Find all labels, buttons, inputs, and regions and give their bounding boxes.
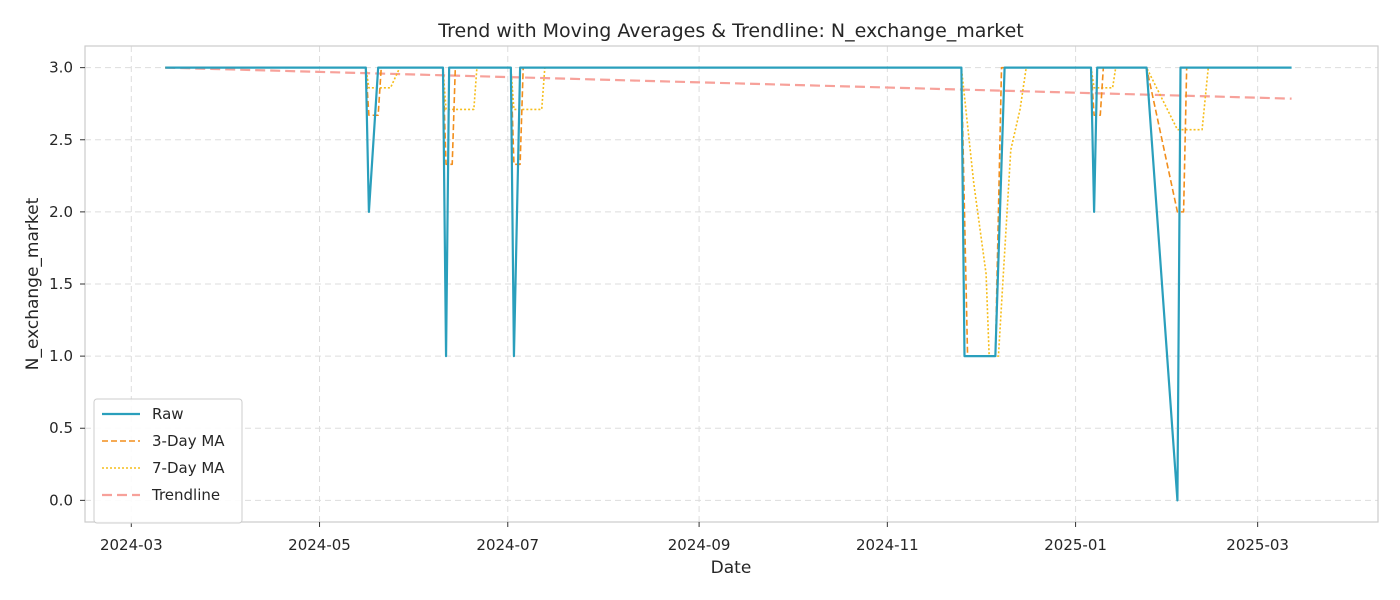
y-axis-title: N_exchange_market (23, 197, 43, 370)
series-line-raw (165, 66, 1292, 502)
x-tick-label: 2024-03 (100, 536, 163, 554)
x-tick-label: 2024-07 (476, 536, 539, 554)
series-layer (165, 66, 1292, 502)
x-tick-label: 2024-11 (856, 536, 919, 554)
x-tick-label: 2024-05 (288, 536, 351, 554)
x-tick-label: 2024-09 (668, 536, 731, 554)
legend-label: 3-Day MA (152, 432, 225, 450)
chart-title: Trend with Moving Averages & Trendline: … (437, 20, 1023, 42)
y-tick-label: 1.0 (49, 347, 73, 365)
x-axis: 2024-03 2024-05 2024-07 2024-09 2024-11 2025-… (100, 522, 1289, 554)
y-tick-label: 3.0 (49, 59, 73, 77)
legend-box (93, 398, 243, 524)
legend-label: 7-Day MA (152, 459, 225, 477)
y-axis: 0.0 0.5 1.0 1.5 2.0 2.5 3.0 (49, 59, 85, 509)
legend-label: Trendline (151, 486, 220, 504)
y-tick-label: 0.0 (49, 491, 73, 509)
legend: Raw 3-Day MA 7-Day MA Trendline (93, 398, 243, 524)
series-line-trendline (165, 66, 1292, 100)
y-tick-label: 1.5 (49, 275, 73, 293)
x-tick-label: 2025-01 (1044, 536, 1107, 554)
y-tick-label: 2.0 (49, 203, 73, 221)
x-tick-label: 2025-03 (1226, 536, 1289, 554)
y-tick-label: 2.5 (49, 131, 73, 149)
legend-label: Raw (152, 405, 184, 423)
y-tick-label: 0.5 (49, 419, 73, 437)
x-axis-title: Date (711, 558, 752, 578)
